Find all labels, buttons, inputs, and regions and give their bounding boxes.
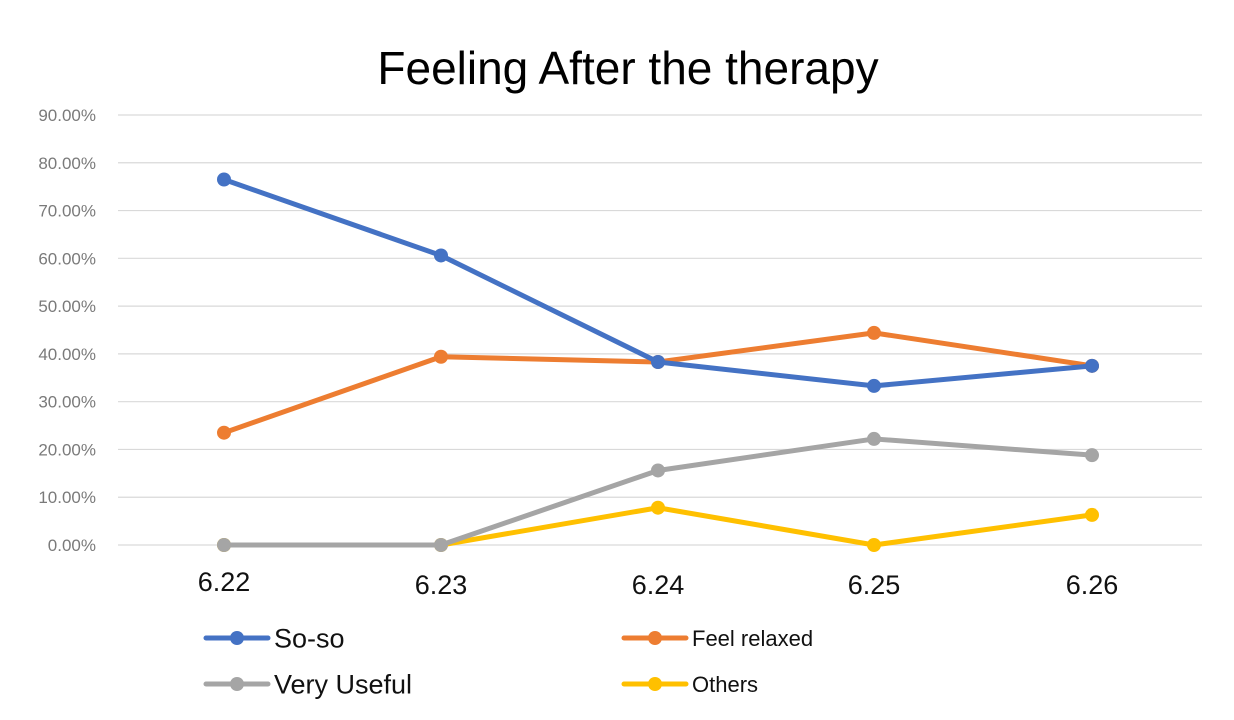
legend-label: So-so <box>274 624 345 654</box>
y-tick-label: 20.00% <box>38 440 96 459</box>
legend-swatch-marker <box>648 631 662 645</box>
data-point <box>651 355 665 370</box>
legend: So-so Feel relaxed Very Useful Others <box>203 624 813 700</box>
data-point <box>867 378 881 393</box>
data-point <box>1085 358 1099 373</box>
y-tick-label: 40.00% <box>38 345 96 364</box>
data-point <box>867 325 881 340</box>
data-point <box>867 431 881 446</box>
data-point <box>434 248 448 263</box>
x-tick-label: 6.23 <box>415 570 468 600</box>
x-tick-label: 6.26 <box>1066 570 1119 600</box>
series-line <box>221 436 1095 548</box>
legend-label: Feel relaxed <box>692 626 813 651</box>
data-point <box>1085 507 1099 522</box>
y-tick-label: 70.00% <box>38 202 96 221</box>
legend-swatch-marker <box>230 677 244 691</box>
series-so-so <box>217 172 1099 393</box>
chart-title: Feeling After the therapy <box>377 42 878 94</box>
legend-item: Others <box>621 672 758 697</box>
legend-swatch-marker <box>648 677 662 691</box>
y-tick-label: 80.00% <box>38 154 96 173</box>
data-point <box>1085 448 1099 463</box>
grid-lines <box>118 114 1202 546</box>
series-lines <box>217 172 1099 552</box>
data-point <box>651 500 665 515</box>
data-point <box>217 172 231 187</box>
y-tick-label: 10.00% <box>38 488 96 507</box>
y-tick-label: 90.00% <box>38 106 96 125</box>
data-point <box>434 538 448 552</box>
data-point <box>217 425 231 440</box>
legend-label: Very Useful <box>274 670 412 700</box>
legend-item: Very Useful <box>203 670 412 700</box>
y-tick-label: 60.00% <box>38 249 96 268</box>
y-axis-ticks: 0.00% 10.00% 20.00% 30.00% 40.00% 50.00% 60.00… <box>38 106 96 555</box>
legend-label: Others <box>692 672 758 697</box>
y-tick-label: 30.00% <box>38 393 96 412</box>
x-tick-label: 6.25 <box>848 570 901 600</box>
series-line <box>221 330 1095 436</box>
x-tick-label: 6.24 <box>632 570 685 600</box>
y-tick-label: 50.00% <box>38 297 96 316</box>
series-feel-relaxed <box>217 325 1099 440</box>
y-tick-label: 0.00% <box>48 536 96 555</box>
legend-swatch-marker <box>230 631 244 645</box>
legend-item: Feel relaxed <box>621 626 813 651</box>
data-point <box>434 349 448 364</box>
data-point <box>217 538 231 552</box>
legend-item: So-so <box>203 624 345 654</box>
data-point <box>867 538 881 552</box>
x-axis-ticks: 6.22 6.23 6.24 6.25 6.26 <box>198 567 1119 600</box>
data-point <box>651 463 665 478</box>
x-tick-label: 6.22 <box>198 567 251 597</box>
series-very-useful <box>217 431 1099 552</box>
